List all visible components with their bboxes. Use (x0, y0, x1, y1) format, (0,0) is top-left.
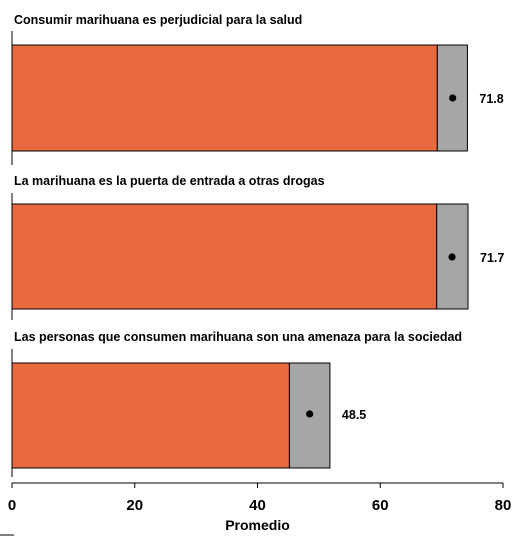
bar (11, 44, 438, 152)
mean-point (449, 94, 457, 102)
panel: La marihuana es la puerta de entrada a o… (11, 174, 504, 320)
value-label: 48.5 (342, 408, 366, 422)
value-label: 71.7 (480, 251, 504, 265)
value-label: 71.8 (479, 92, 503, 106)
panel: Consumir marihuana es perjudicial para l… (11, 13, 504, 165)
x-axis-title: Promedio (225, 517, 290, 533)
x-tick-label: 60 (372, 497, 389, 514)
x-tick-label: 0 (8, 497, 16, 514)
panel-title: La marihuana es la puerta de entrada a o… (14, 174, 325, 188)
x-tick-label: 40 (249, 497, 266, 514)
panel-title: Las personas que consumen marihuana son … (14, 330, 462, 344)
panel-title: Consumir marihuana es perjudicial para l… (14, 13, 302, 27)
x-tick-label: 80 (495, 497, 512, 514)
bar (11, 203, 438, 310)
mean-point (306, 410, 314, 418)
x-axis: 0 20 40 60 80 Promedio (8, 482, 512, 533)
bar (11, 362, 290, 469)
x-tick-label: 20 (126, 497, 143, 514)
mean-point (448, 253, 456, 261)
x-ticks: 0 20 40 60 80 (8, 483, 512, 514)
panel: Las personas que consumen marihuana son … (11, 330, 462, 477)
panels: Consumir marihuana es perjudicial para l… (11, 13, 504, 477)
